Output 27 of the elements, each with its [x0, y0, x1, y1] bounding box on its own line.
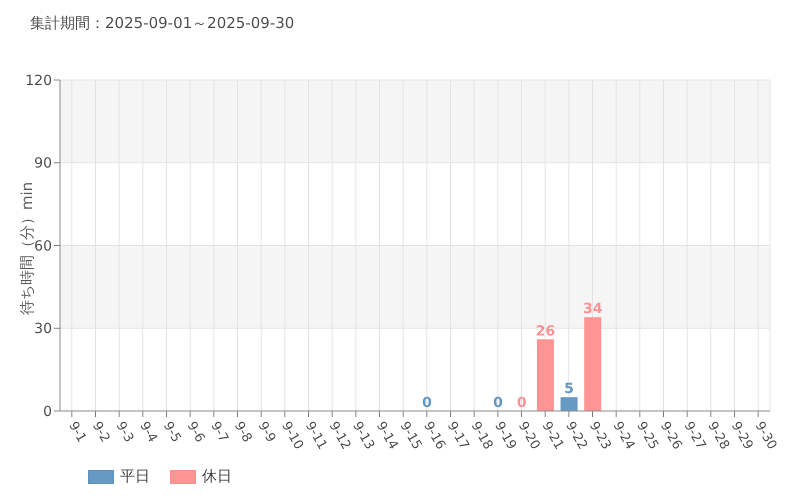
data-label: 0	[516, 395, 527, 411]
y-tick-label: 60	[34, 238, 52, 254]
x-tick-label: 9-2	[88, 419, 113, 446]
x-tick-label: 9-3	[112, 419, 136, 446]
data-label: 5	[564, 381, 574, 398]
y-tick-label: 0	[43, 404, 52, 420]
x-tick-label: 9-5	[160, 419, 184, 446]
data-label: 26	[536, 323, 556, 340]
x-tick-label: 9-8	[230, 419, 255, 446]
legend-label: 平日	[119, 467, 150, 486]
y-tick-label: 120	[25, 72, 52, 89]
x-tick-label: 9-1	[65, 419, 89, 446]
y-tick-label: 30	[34, 321, 52, 338]
data-label: 0	[493, 395, 504, 411]
legend-label: 休日	[201, 467, 232, 486]
bar	[584, 317, 602, 411]
y-tick-label: 90	[34, 156, 52, 172]
bar	[560, 397, 578, 411]
y-axis-title: 待ち時間（分）min	[18, 181, 36, 315]
chart-title: 集計期間：2025-09-01～2025-09-30	[30, 14, 294, 33]
bar	[536, 339, 554, 411]
x-tick-label: 9-9	[254, 419, 278, 446]
x-tick-label: 9-7	[207, 419, 231, 446]
x-tick-label: 9-4	[136, 419, 160, 446]
data-label: 34	[582, 301, 603, 318]
data-label: 0	[422, 395, 432, 411]
x-tick-label: 9-6	[184, 419, 208, 446]
